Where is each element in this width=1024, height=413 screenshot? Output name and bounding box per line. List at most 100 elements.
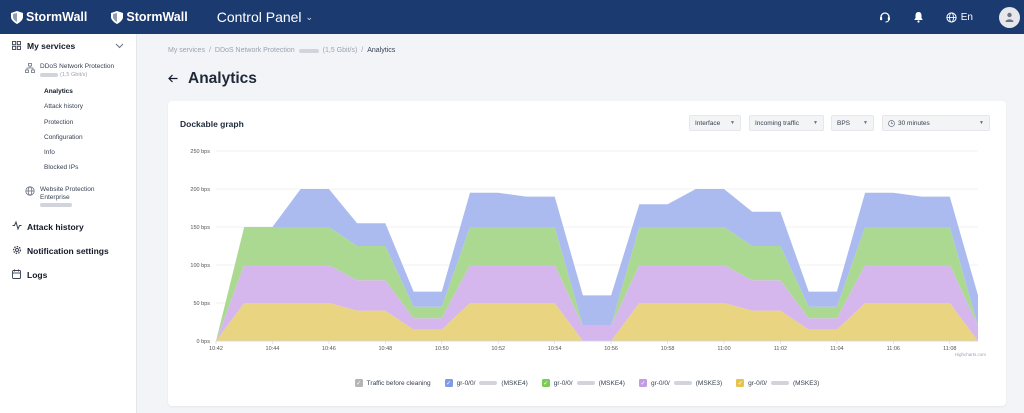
service-sub: (1,5 Gbit/s) [40, 72, 114, 78]
x-tick-label: 10:42 [209, 346, 223, 352]
support-icon[interactable] [879, 11, 891, 23]
network-icon [25, 63, 35, 73]
legend-checkbox[interactable]: ✓ [355, 379, 363, 387]
legend-checkbox[interactable]: ✓ [639, 379, 647, 387]
legend-label: gr-0/0/ [748, 380, 767, 387]
legend-item-series-2[interactable]: ✓ gr-0/0/ (MSKE4) [542, 379, 625, 387]
legend-suffix: (MSKE4) [599, 380, 625, 387]
chart-credits: Highcharts.com [955, 352, 986, 357]
language-label: En [961, 12, 973, 23]
bell-icon[interactable] [913, 11, 924, 23]
y-tick-label: 0 bps [197, 339, 211, 345]
x-tick-label: 10:54 [548, 346, 562, 352]
legend-label: gr-0/0/ [554, 380, 573, 387]
user-icon [1005, 12, 1014, 22]
sidebar-item-label: Logs [27, 270, 47, 280]
chart-legend: ✓ Traffic before cleaning ✓ gr-0/0/ (MSK… [168, 379, 1006, 387]
redacted-block [771, 381, 789, 385]
legend-checkbox[interactable]: ✓ [542, 379, 550, 387]
submenu-info[interactable]: Info [0, 145, 136, 160]
globe-icon [946, 12, 957, 23]
top-right-actions: En [879, 0, 1024, 34]
page-title: Analytics [188, 70, 257, 88]
x-tick-label: 10:48 [378, 346, 392, 352]
submenu-analytics[interactable]: Analytics [0, 84, 136, 99]
x-tick-label: 11:04 [830, 346, 843, 352]
calendar-icon [12, 269, 22, 281]
submenu-attack-history[interactable]: Attack history [0, 99, 136, 114]
y-tick-label: 200 bps [190, 187, 210, 193]
sidebar-item-notification-settings[interactable]: Notification settings [0, 240, 136, 262]
sidebar-item-label: Notification settings [27, 246, 109, 256]
legend-item-series-4[interactable]: ✓ gr-0/0/ (MSKE3) [736, 379, 819, 387]
breadcrumb-my-services[interactable]: My services [168, 47, 205, 54]
service-sub [40, 203, 120, 207]
breadcrumb-separator: / [209, 47, 211, 54]
sidebar-item-attack-history[interactable]: Attack history [0, 216, 136, 238]
redacted-block [674, 381, 692, 385]
chevron-up-icon[interactable] [115, 41, 124, 51]
sidebar: My services DDoS Network Protection (1,5… [0, 34, 137, 413]
globe-icon [25, 186, 35, 196]
sidebar-item-my-services[interactable]: My services [0, 35, 136, 57]
breadcrumb-current: Analytics [367, 47, 395, 54]
service-ddos[interactable]: DDoS Network Protection (1,5 Gbit/s) [0, 63, 136, 78]
x-tick-label: 10:58 [661, 346, 675, 352]
page-header: Analytics [168, 70, 257, 88]
legend-label: gr-0/0/ [457, 380, 476, 387]
sidebar-item-label: My services [27, 41, 75, 51]
legend-item-series-3[interactable]: ✓ gr-0/0/ (MSKE3) [639, 379, 722, 387]
y-tick-label: 250 bps [190, 149, 210, 155]
language-selector[interactable]: En [946, 12, 973, 23]
legend-label: gr-0/0/ [651, 380, 670, 387]
x-tick-label: 10:44 [266, 346, 280, 352]
y-tick-label: 100 bps [190, 263, 210, 269]
activity-icon [12, 221, 22, 232]
legend-label: Traffic before cleaning [367, 380, 431, 387]
x-tick-label: 10:52 [491, 346, 505, 352]
legend-checkbox[interactable]: ✓ [736, 379, 744, 387]
submenu-protection[interactable]: Protection [0, 115, 136, 130]
stacked-area-chart: 0 bps 50 bps 100 bps 150 bps 200 bps 250 bps 1… [168, 101, 1006, 371]
shield-logo-icon [111, 11, 123, 24]
redacted-block [577, 381, 595, 385]
service-name: DDoS Network Protection [40, 63, 114, 71]
legend-suffix: (MSKE3) [696, 380, 722, 387]
service-submenu: Analytics Attack history Protection Conf… [0, 84, 136, 176]
control-panel-menu[interactable]: Control Panel ⌄ [217, 9, 313, 25]
stormwall-logo[interactable]: StormWall [11, 10, 87, 24]
submenu-blocked-ips[interactable]: Blocked IPs [0, 160, 136, 175]
breadcrumb-service[interactable]: DDoS Network Protection [215, 47, 295, 54]
logo-text: StormWall [26, 10, 87, 24]
x-tick-label: 11:06 [887, 346, 900, 352]
x-tick-label: 10:56 [604, 346, 618, 352]
breadcrumb-separator: / [361, 47, 363, 54]
service-name: Website Protection Enterprise [40, 186, 120, 202]
sidebar-item-label: Attack history [27, 222, 84, 232]
legend-checkbox[interactable]: ✓ [445, 379, 453, 387]
redacted-block [479, 381, 497, 385]
control-panel-title: Control Panel [217, 9, 302, 25]
service-bandwidth: (1,5 Gbit/s) [60, 72, 87, 78]
legend-suffix: (MSKE4) [501, 380, 527, 387]
submenu-configuration[interactable]: Configuration [0, 130, 136, 145]
redacted-block [40, 203, 72, 207]
x-tick-label: 10:46 [322, 346, 336, 352]
user-avatar[interactable] [999, 7, 1020, 28]
legend-item-traffic-before-cleaning[interactable]: ✓ Traffic before cleaning [355, 379, 431, 387]
back-arrow-icon[interactable] [168, 72, 178, 86]
stormwall-logo-2[interactable]: StormWall [111, 10, 187, 24]
breadcrumb: My services / DDoS Network Protection (1… [168, 47, 395, 54]
sidebar-item-logs[interactable]: Logs [0, 264, 136, 286]
x-tick-label: 10:50 [435, 346, 449, 352]
y-tick-label: 150 bps [190, 225, 210, 231]
redacted-block [299, 49, 319, 53]
legend-item-series-1[interactable]: ✓ gr-0/0/ (MSKE4) [445, 379, 528, 387]
chevron-down-icon: ⌄ [306, 12, 314, 23]
shield-logo-icon [11, 11, 23, 24]
redacted-block [40, 73, 58, 77]
service-website-protection[interactable]: Website Protection Enterprise [0, 186, 136, 207]
top-bar: StormWall StormWall Control Panel ⌄ En [0, 0, 1024, 34]
breadcrumb-service-suffix: (1,5 Gbit/s) [323, 47, 358, 54]
logo-text-2: StormWall [126, 10, 187, 24]
